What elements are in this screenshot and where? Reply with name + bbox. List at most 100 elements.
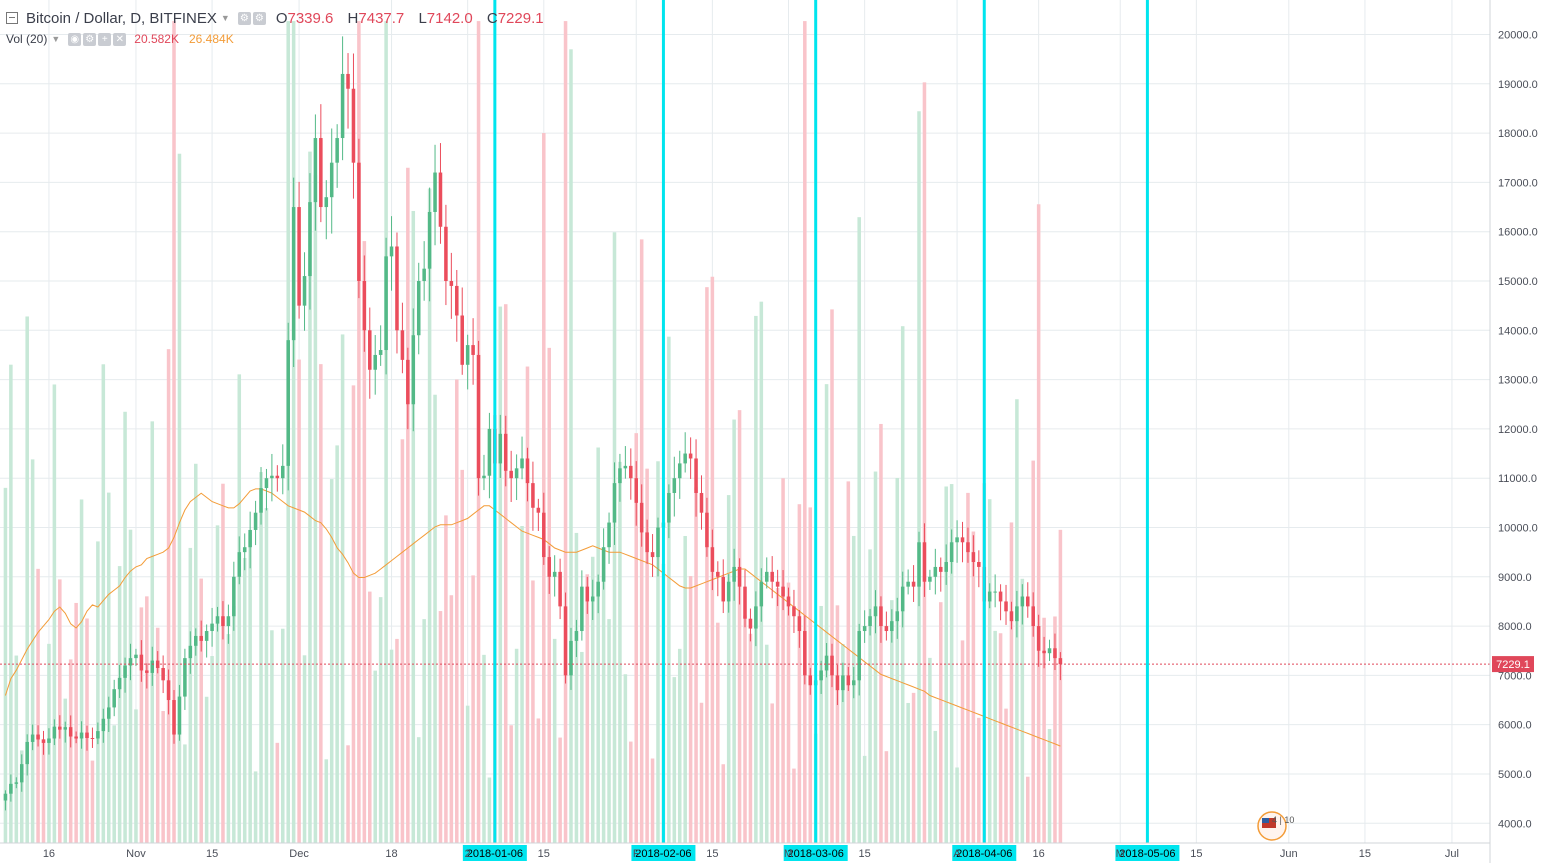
volume-bar bbox=[145, 596, 149, 843]
settings-icon[interactable]: ⚙ bbox=[237, 11, 251, 25]
chevron-down-icon[interactable]: ▼ bbox=[220, 13, 230, 23]
candle-body bbox=[841, 675, 845, 691]
candle-body bbox=[672, 478, 677, 493]
candle-body bbox=[264, 478, 269, 489]
volume-bar bbox=[281, 628, 285, 843]
volume-bar bbox=[656, 461, 660, 843]
candle-body bbox=[928, 576, 932, 582]
collapse-icon[interactable] bbox=[6, 12, 18, 24]
candle-body bbox=[357, 162, 361, 281]
price-tick-label: 14000.0 bbox=[1498, 325, 1538, 337]
candle-body bbox=[547, 557, 552, 577]
volume-bar bbox=[172, 21, 176, 843]
candle-body bbox=[525, 458, 530, 484]
volume-bar bbox=[938, 602, 943, 843]
candle-body bbox=[721, 576, 726, 602]
candle-body bbox=[3, 793, 8, 801]
volume-bar bbox=[677, 648, 682, 843]
candle-body bbox=[580, 586, 584, 632]
candle-body bbox=[482, 475, 486, 479]
candle-body bbox=[917, 542, 921, 587]
settings-icon[interactable]: ⚙ bbox=[83, 32, 97, 46]
watermark-badge: 4 | 10 bbox=[1257, 811, 1294, 841]
candle-body bbox=[743, 586, 747, 619]
volume-bar bbox=[770, 703, 774, 843]
volume-bar bbox=[482, 654, 486, 843]
volume-bar bbox=[792, 768, 796, 843]
volume-bar bbox=[433, 394, 437, 843]
vertical-marker-label-bg bbox=[783, 845, 848, 861]
time-tick-label: Nov bbox=[126, 848, 146, 860]
candle-body bbox=[476, 354, 481, 479]
candle-body bbox=[868, 616, 872, 627]
time-tick-label: F bbox=[633, 848, 640, 860]
price-tick-label: 11000.0 bbox=[1498, 473, 1537, 485]
volume-ma-value: 26.484K bbox=[189, 32, 234, 46]
eye-icon[interactable]: ◉ bbox=[68, 32, 82, 46]
volume-bar bbox=[351, 385, 356, 843]
symbol-title[interactable]: Bitcoin / Dollar, D, BITFINEX bbox=[26, 9, 217, 27]
time-tick-label: 15 bbox=[859, 848, 871, 860]
volume-bar bbox=[993, 630, 997, 843]
candle-body bbox=[85, 732, 89, 738]
volume-bar bbox=[14, 655, 19, 843]
volume-bar bbox=[161, 711, 165, 843]
volume-bar bbox=[112, 725, 116, 843]
candle-body bbox=[998, 591, 1003, 602]
volume-bar bbox=[558, 737, 562, 843]
candle-body bbox=[346, 73, 350, 89]
volume-bar bbox=[19, 750, 24, 843]
candle-body bbox=[199, 635, 203, 641]
candle-body bbox=[977, 562, 981, 567]
volume-bar bbox=[226, 634, 231, 843]
volume-bar bbox=[210, 656, 214, 843]
volume-bar bbox=[155, 627, 160, 843]
candle-body bbox=[389, 246, 394, 257]
volume-bar bbox=[373, 670, 377, 843]
candles bbox=[3, 36, 1063, 811]
time-tick-label: 15 bbox=[538, 848, 550, 860]
volume-label[interactable]: Vol (20) bbox=[6, 32, 48, 46]
gear-icon[interactable]: ⚙ bbox=[252, 11, 266, 25]
volume-bar bbox=[134, 709, 138, 843]
candle-body bbox=[400, 330, 405, 360]
volume-bar bbox=[574, 532, 579, 843]
candle-body bbox=[531, 483, 535, 508]
volume-bar bbox=[694, 487, 698, 843]
volume-bar bbox=[998, 633, 1003, 843]
volume-bar bbox=[629, 741, 633, 843]
candle-body bbox=[351, 88, 356, 163]
candle-body bbox=[607, 522, 611, 548]
candle-body bbox=[221, 616, 225, 627]
volume-bar bbox=[520, 526, 524, 843]
volume-bar bbox=[862, 755, 867, 843]
volume-bar bbox=[242, 557, 247, 843]
volume-bar bbox=[754, 315, 758, 843]
price-tick-label: 12000.0 bbox=[1498, 424, 1538, 436]
volume-bar bbox=[824, 384, 829, 843]
chevron-down-icon[interactable]: ▼ bbox=[51, 34, 61, 44]
vertical-marker-label: 2018-04-06 bbox=[956, 848, 1012, 860]
volume-bar bbox=[748, 633, 753, 843]
plus-icon[interactable]: + bbox=[98, 32, 112, 46]
candle-body bbox=[873, 606, 878, 617]
candle-body bbox=[188, 645, 193, 659]
candle-body bbox=[906, 581, 910, 587]
candle-body bbox=[172, 700, 176, 735]
close-icon[interactable]: ✕ bbox=[113, 32, 127, 46]
volume-ma-line bbox=[4, 488, 1061, 747]
volume-bar bbox=[835, 605, 840, 843]
candle-body bbox=[427, 211, 432, 269]
candle-body bbox=[63, 727, 68, 730]
time-tick-label: Jun bbox=[1280, 848, 1298, 860]
candle-body bbox=[688, 453, 693, 459]
candle-body bbox=[824, 655, 829, 671]
price-tick-label: 9000.0 bbox=[1498, 572, 1532, 584]
candle-body bbox=[302, 276, 307, 306]
volume-bar bbox=[177, 153, 182, 844]
candle-body bbox=[422, 268, 426, 281]
candle-body bbox=[36, 734, 40, 740]
candle-body bbox=[291, 207, 296, 341]
volume-bar bbox=[618, 461, 622, 843]
